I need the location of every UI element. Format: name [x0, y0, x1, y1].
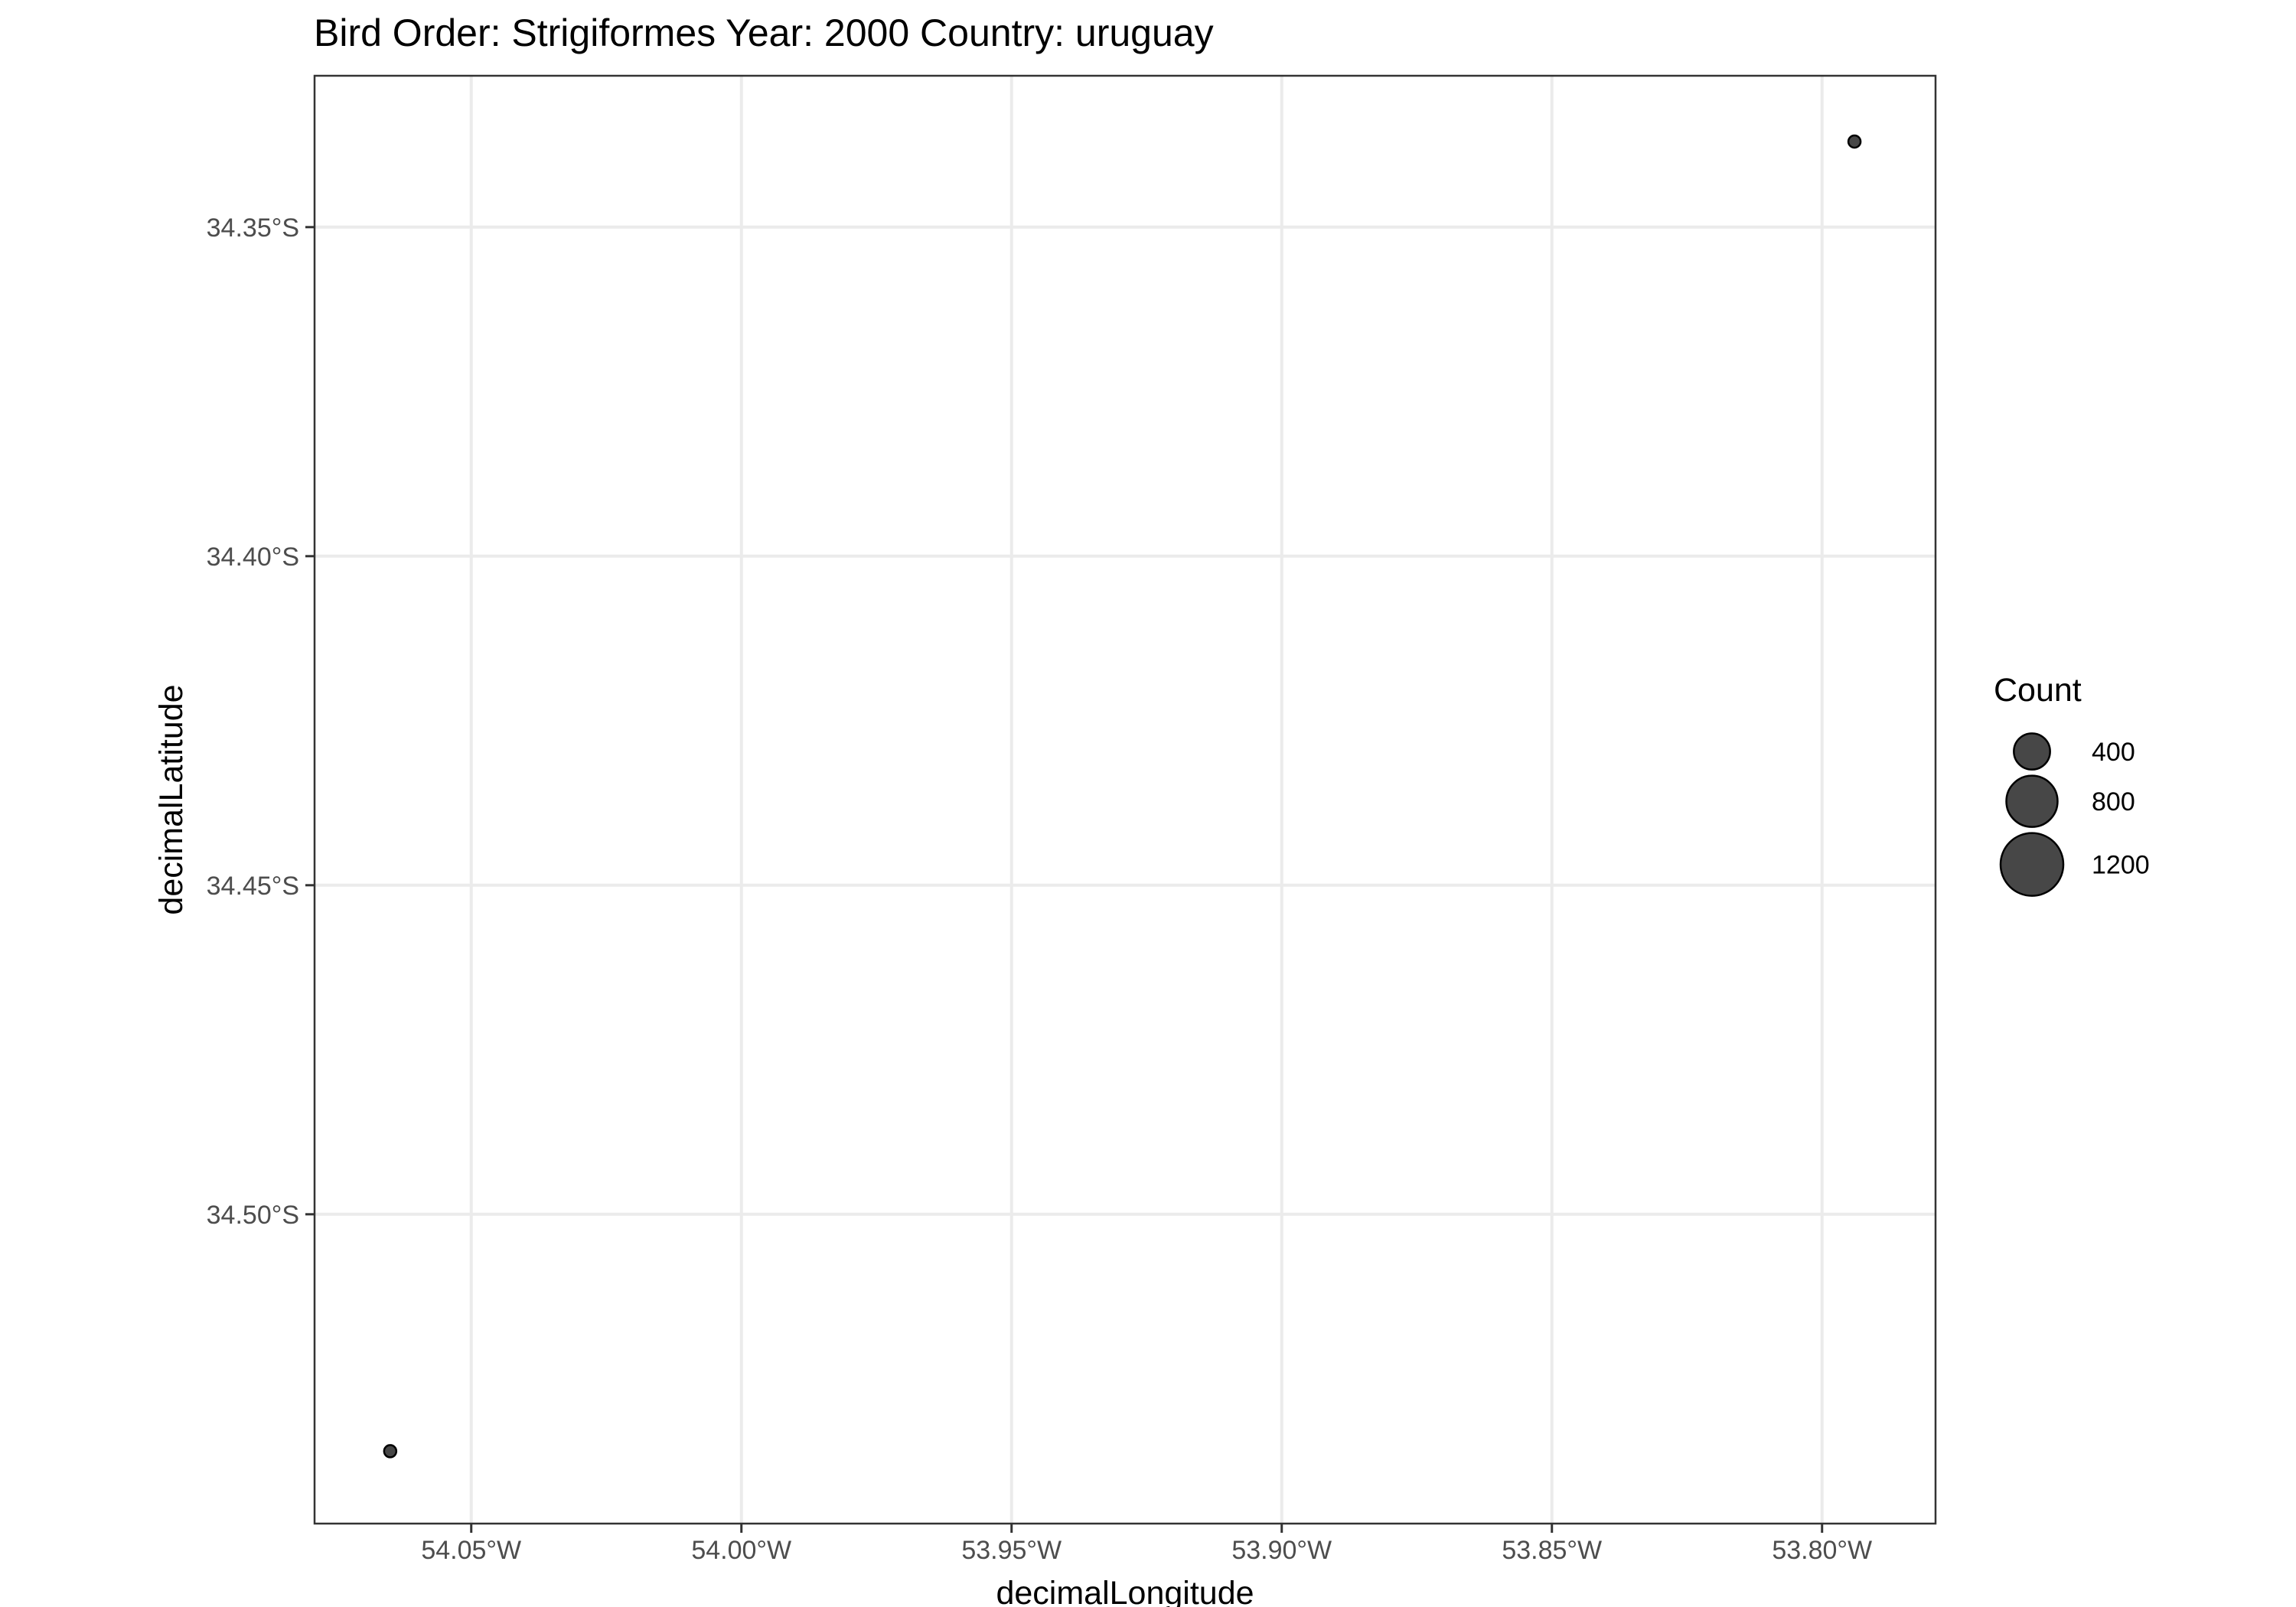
- legend-key: [2005, 774, 2059, 828]
- y-tick-label: 34.35°S: [207, 214, 299, 243]
- legend-title: Count: [1994, 672, 2082, 709]
- x-tick-label: 54.05°W: [421, 1536, 521, 1565]
- legend: Count 400 800 1200: [1994, 672, 2150, 897]
- x-tick-label: 53.95°W: [961, 1536, 1062, 1565]
- x-tick-label: 54.00°W: [691, 1536, 791, 1565]
- legend-key: [2013, 732, 2051, 771]
- y-tick-label: 34.50°S: [207, 1201, 299, 1230]
- x-tick-label: 53.85°W: [1502, 1536, 1602, 1565]
- legend-label: 1200: [2092, 851, 2150, 880]
- x-tick-label: 53.80°W: [1772, 1536, 1872, 1565]
- data-point: [1847, 134, 1862, 149]
- x-axis-title: decimalLongitude: [996, 1575, 1254, 1607]
- x-tick-label: 53.90°W: [1231, 1536, 1332, 1565]
- chart-title: Bird Order: Strigiformes Year: 2000 Coun…: [314, 11, 1214, 54]
- legend-key: [1999, 832, 2065, 897]
- legend-label: 400: [2092, 738, 2135, 767]
- data-point: [383, 1444, 398, 1459]
- y-tick-label: 34.40°S: [207, 543, 299, 572]
- axis-ticks: 54.05°W 54.00°W 53.95°W 53.90°W 53.85°W 53.80…: [207, 214, 1872, 1565]
- y-tick-label: 34.45°S: [207, 872, 299, 901]
- data-points: [383, 134, 1862, 1459]
- y-axis-title: decimalLatitude: [153, 684, 190, 914]
- plot-panel: [313, 74, 1937, 1525]
- legend-label: 800: [2092, 787, 2135, 817]
- grid: [315, 76, 1936, 1524]
